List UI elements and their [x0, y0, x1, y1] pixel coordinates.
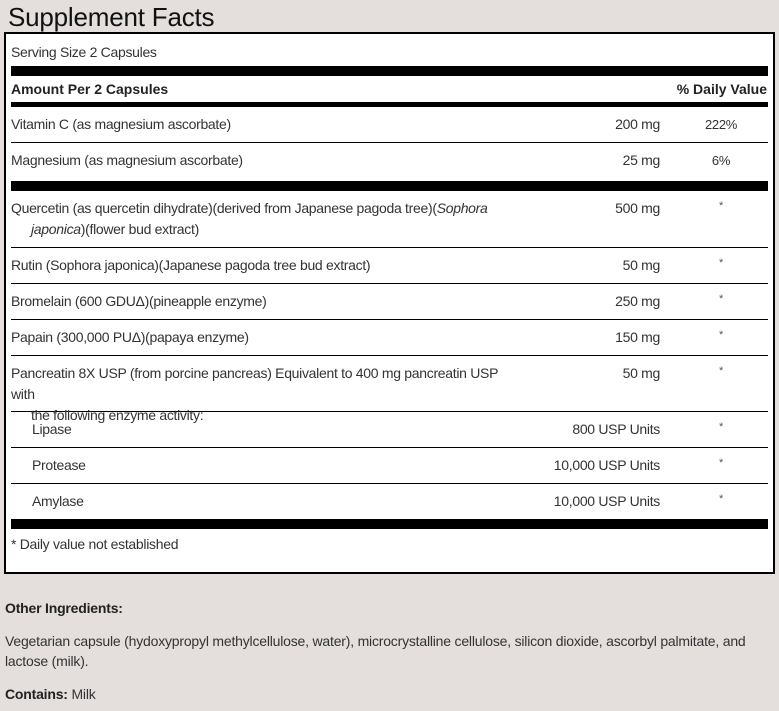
nutrient-row: Rutin (Sophora japonica)(Japanese pagoda…	[11, 248, 768, 284]
column-header-row: Amount Per 2 Capsules % Daily Value	[11, 76, 768, 102]
enzyme-name: Amylase	[32, 493, 84, 509]
amount-per-header: Amount Per 2 Capsules	[11, 81, 169, 97]
enzyme-daily-value: *	[719, 493, 723, 505]
nutrient-name: Papain (300,000 PUΔ)(papaya enzyme)	[11, 329, 249, 345]
contains-value: Milk	[67, 686, 96, 702]
other-nutrients-group: Quercetin (as quercetin dihydrate)(deriv…	[11, 191, 768, 519]
nutrient-daily-value: *	[719, 257, 723, 269]
nutrient-amount: 250 mg	[615, 293, 660, 309]
page-title: Supplement Facts	[8, 2, 215, 32]
enzyme-name: Lipase	[32, 421, 72, 437]
allergen-contains: Contains: Milk	[5, 684, 775, 704]
nutrient-row: Pancreatin 8X USP (from porcine pancreas…	[11, 356, 768, 423]
serving-size: Serving Size 2 Capsules	[11, 44, 157, 60]
enzyme-amount: 10,000 USP Units	[553, 493, 661, 509]
divider-medium	[11, 102, 768, 107]
daily-value-footnote: * Daily value not established	[11, 536, 179, 552]
nutrient-name: Bromelain (600 GDUΔ)(pineapple enzyme)	[11, 293, 267, 309]
nutrient-amount: 50 mg	[622, 257, 661, 273]
nutrient-name: Pancreatin 8X USP (from porcine pancreas…	[11, 365, 498, 423]
nutrient-daily-value: *	[719, 200, 723, 212]
enzyme-row: Protease 10,000 USP Units *	[11, 448, 768, 484]
nutrient-row: Vitamin C (as magnesium ascorbate) 200 m…	[11, 107, 768, 143]
vitamins-group: Vitamin C (as magnesium ascorbate) 200 m…	[11, 107, 768, 181]
nutrient-row: Bromelain (600 GDUΔ)(pineapple enzyme) 2…	[11, 284, 768, 320]
nutrient-name: Magnesium (as magnesium ascorbate)	[11, 152, 243, 168]
other-ingredients-section: Other Ingredients: Vegetarian capsule (h…	[5, 598, 775, 704]
nutrient-daily-value: 6%	[711, 153, 731, 168]
divider-thick	[11, 181, 768, 191]
other-ingredients-text: Vegetarian capsule (hydoxypropyl methylc…	[5, 633, 746, 669]
nutrient-amount: 200 mg	[615, 116, 660, 132]
divider-thick	[11, 519, 768, 529]
nutrient-amount: 50 mg	[622, 365, 661, 381]
nutrient-name: Quercetin (as quercetin dihydrate)(deriv…	[11, 200, 488, 237]
divider-thick	[11, 66, 768, 76]
enzyme-amount: 10,000 USP Units	[553, 457, 661, 473]
nutrient-row: Magnesium (as magnesium ascorbate) 25 mg…	[11, 143, 768, 181]
nutrient-daily-value: *	[719, 293, 723, 305]
nutrient-daily-value: *	[719, 365, 723, 377]
enzyme-daily-value: *	[719, 421, 723, 433]
nutrient-amount: 25 mg	[622, 152, 661, 168]
enzyme-row: Lipase 800 USP Units *	[11, 412, 768, 448]
nutrient-amount: 500 mg	[615, 200, 660, 216]
enzyme-row: Amylase 10,000 USP Units *	[11, 484, 768, 519]
daily-value-header: % Daily Value	[676, 81, 767, 97]
enzyme-daily-value: *	[719, 457, 723, 469]
nutrient-daily-value: 222%	[704, 117, 738, 132]
supplement-facts-panel: Serving Size 2 Capsules Amount Per 2 Cap…	[4, 32, 775, 574]
nutrient-name: Rutin (Sophora japonica)(Japanese pagoda…	[11, 257, 371, 273]
nutrient-amount: 150 mg	[615, 329, 660, 345]
nutrient-name: Vitamin C (as magnesium ascorbate)	[11, 116, 231, 132]
nutrient-row: Papain (300,000 PUΔ)(papaya enzyme) 150 …	[11, 320, 768, 356]
contains-label: Contains:	[5, 686, 68, 702]
enzyme-name: Protease	[32, 457, 86, 473]
nutrient-row: Quercetin (as quercetin dihydrate)(deriv…	[11, 191, 768, 248]
other-ingredients-heading: Other Ingredients:	[5, 600, 123, 616]
nutrient-daily-value: *	[719, 329, 723, 341]
enzyme-amount: 800 USP Units	[572, 421, 660, 437]
